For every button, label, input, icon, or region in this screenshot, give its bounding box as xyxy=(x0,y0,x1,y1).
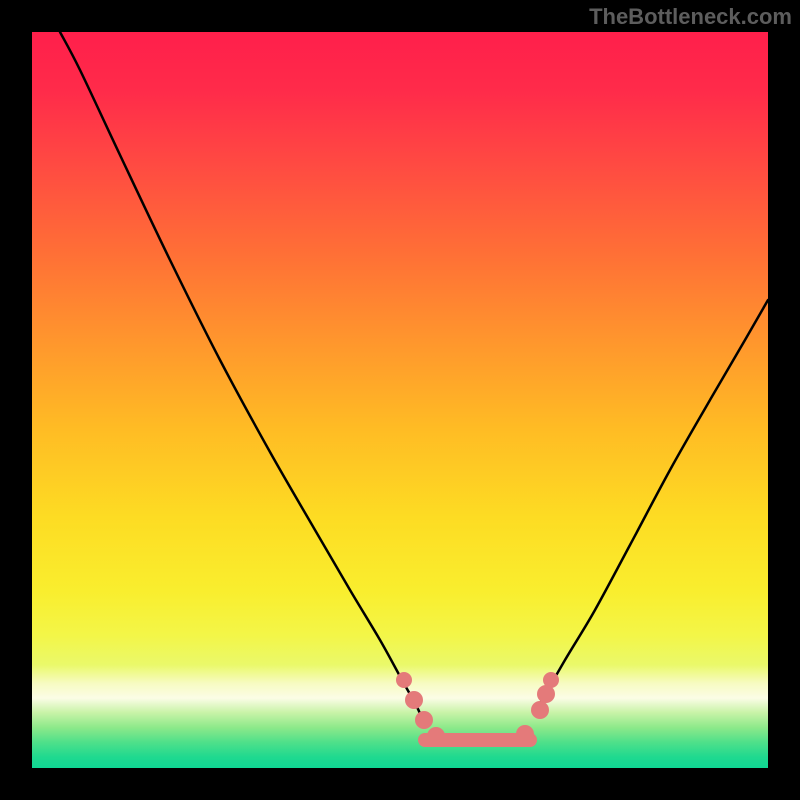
bottleneck-chart-frame: TheBottleneck.com xyxy=(0,0,800,800)
watermark-text: TheBottleneck.com xyxy=(589,4,792,30)
plot-border xyxy=(0,0,800,800)
